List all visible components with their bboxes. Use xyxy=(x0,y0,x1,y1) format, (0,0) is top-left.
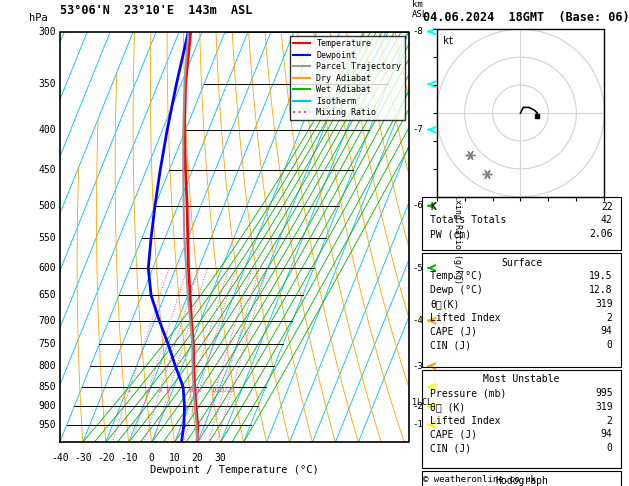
Text: 750: 750 xyxy=(39,339,57,349)
Text: Temp (°C): Temp (°C) xyxy=(430,271,483,281)
Text: -20: -20 xyxy=(97,452,114,463)
Text: Pressure (mb): Pressure (mb) xyxy=(430,388,507,398)
Text: 8: 8 xyxy=(188,387,192,394)
Text: -30: -30 xyxy=(74,452,92,463)
Text: -40: -40 xyxy=(51,452,69,463)
Text: 995: 995 xyxy=(595,388,613,398)
Text: Lifted Index: Lifted Index xyxy=(430,312,501,323)
Text: 319: 319 xyxy=(595,402,613,412)
Text: © weatheronline.co.uk: © weatheronline.co.uk xyxy=(423,474,535,484)
Text: km
ASL: km ASL xyxy=(413,0,428,19)
Bar xyxy=(422,253,621,367)
Text: Dewp (°C): Dewp (°C) xyxy=(430,285,483,295)
Text: 20: 20 xyxy=(218,387,227,394)
Text: 450: 450 xyxy=(39,165,57,175)
Text: 900: 900 xyxy=(39,401,57,411)
Text: 22: 22 xyxy=(601,202,613,212)
Text: 2: 2 xyxy=(607,312,613,323)
Text: CAPE (J): CAPE (J) xyxy=(430,326,477,336)
Text: Lifted Index: Lifted Index xyxy=(430,416,501,426)
Text: 20: 20 xyxy=(192,452,203,463)
Text: 2.06: 2.06 xyxy=(589,229,613,239)
Text: 400: 400 xyxy=(39,125,57,135)
Text: -1: -1 xyxy=(413,420,423,429)
Text: PW (cm): PW (cm) xyxy=(430,229,471,239)
Text: 19.5: 19.5 xyxy=(589,271,613,281)
Text: 550: 550 xyxy=(39,233,57,243)
Text: Totals Totals: Totals Totals xyxy=(430,215,507,226)
Text: -2: -2 xyxy=(413,402,423,411)
Text: CIN (J): CIN (J) xyxy=(430,340,471,350)
Text: 2: 2 xyxy=(145,387,150,394)
Text: 600: 600 xyxy=(39,263,57,273)
Text: 10: 10 xyxy=(194,387,203,394)
Text: 94: 94 xyxy=(601,429,613,439)
Text: 16: 16 xyxy=(210,387,219,394)
Text: -5: -5 xyxy=(413,263,423,273)
Text: 700: 700 xyxy=(39,315,57,326)
Text: 0: 0 xyxy=(607,443,613,453)
Text: 3: 3 xyxy=(157,387,162,394)
Text: 0: 0 xyxy=(148,452,155,463)
Text: 800: 800 xyxy=(39,361,57,371)
Text: 4: 4 xyxy=(166,387,170,394)
Text: 319: 319 xyxy=(595,299,613,309)
Text: 0: 0 xyxy=(607,340,613,350)
Text: -7: -7 xyxy=(413,125,423,134)
Text: 42: 42 xyxy=(601,215,613,226)
Text: Dewpoint / Temperature (°C): Dewpoint / Temperature (°C) xyxy=(150,465,319,475)
Text: 10: 10 xyxy=(169,452,181,463)
Text: 300: 300 xyxy=(39,27,57,36)
Text: 25: 25 xyxy=(226,387,235,394)
Text: 850: 850 xyxy=(39,382,57,392)
Text: θᴇ (K): θᴇ (K) xyxy=(430,402,465,412)
Text: kt: kt xyxy=(443,36,455,46)
Text: -8: -8 xyxy=(413,27,423,36)
Text: 1: 1 xyxy=(126,387,130,394)
Text: 04.06.2024  18GMT  (Base: 06): 04.06.2024 18GMT (Base: 06) xyxy=(423,11,629,24)
Bar xyxy=(422,197,621,250)
Text: 2: 2 xyxy=(607,416,613,426)
Text: hPa: hPa xyxy=(30,14,48,23)
Text: K: K xyxy=(430,202,436,212)
Text: Mixing Ratio (g/kg): Mixing Ratio (g/kg) xyxy=(454,190,462,284)
Text: Most Unstable: Most Unstable xyxy=(483,374,560,384)
Text: 650: 650 xyxy=(39,290,57,300)
Text: 1LCL: 1LCL xyxy=(413,398,432,407)
Text: 30: 30 xyxy=(214,452,226,463)
Bar xyxy=(422,369,621,469)
Text: Hodograph: Hodograph xyxy=(495,476,548,486)
Text: 500: 500 xyxy=(39,201,57,211)
Text: -4: -4 xyxy=(413,316,423,325)
Text: 53°06'N  23°10'E  143m  ASL: 53°06'N 23°10'E 143m ASL xyxy=(60,4,252,17)
Text: 950: 950 xyxy=(39,420,57,430)
Text: -6: -6 xyxy=(413,201,423,210)
Text: -3: -3 xyxy=(413,362,423,371)
Text: -10: -10 xyxy=(120,452,138,463)
Text: CIN (J): CIN (J) xyxy=(430,443,471,453)
Text: θᴇ(K): θᴇ(K) xyxy=(430,299,460,309)
Text: Surface: Surface xyxy=(501,258,542,268)
Text: 350: 350 xyxy=(39,79,57,89)
Text: 12.8: 12.8 xyxy=(589,285,613,295)
Text: 94: 94 xyxy=(601,326,613,336)
Legend: Temperature, Dewpoint, Parcel Trajectory, Dry Adiabat, Wet Adiabat, Isotherm, Mi: Temperature, Dewpoint, Parcel Trajectory… xyxy=(290,36,404,121)
Bar xyxy=(422,471,621,486)
Text: CAPE (J): CAPE (J) xyxy=(430,429,477,439)
